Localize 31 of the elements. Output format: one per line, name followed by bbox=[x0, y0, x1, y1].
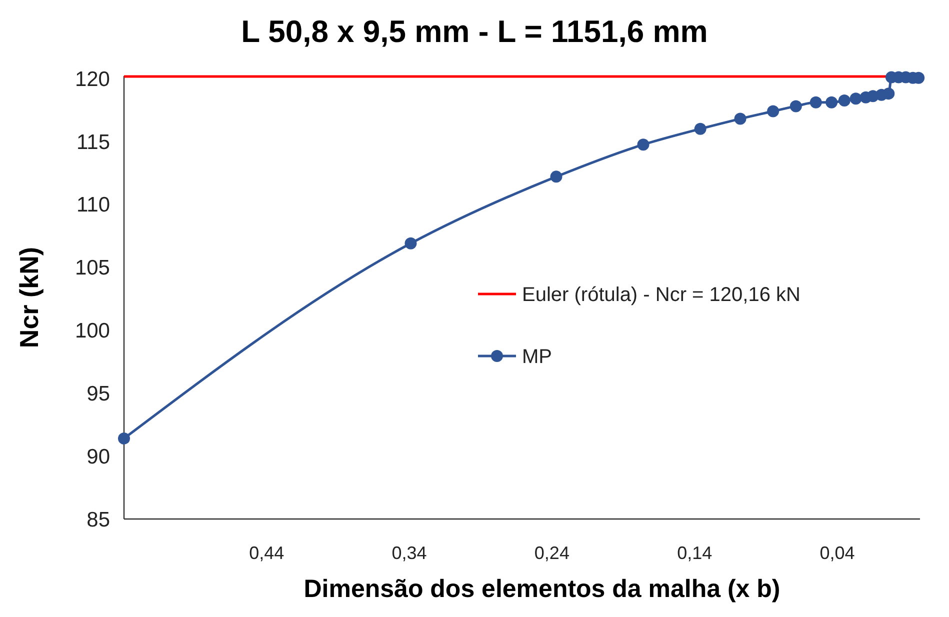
chart-title: L 50,8 x 9,5 mm - L = 1151,6 mm bbox=[241, 14, 708, 49]
legend-label: Euler (rótula) - Ncr = 120,16 kN bbox=[522, 284, 800, 306]
legend-label: MP bbox=[522, 346, 552, 368]
point bbox=[404, 237, 417, 250]
y-axis-title: Ncr (kN) bbox=[14, 246, 44, 348]
point bbox=[850, 92, 862, 105]
point bbox=[550, 170, 562, 183]
point bbox=[826, 96, 838, 108]
y-tick-label: 120 bbox=[74, 68, 110, 91]
point bbox=[790, 100, 802, 112]
x-tick-label: 0,24 bbox=[534, 543, 570, 563]
y-tick-label: 115 bbox=[76, 130, 110, 154]
y-tick-label: 105 bbox=[74, 256, 110, 280]
x-tick-label: 0,04 bbox=[820, 543, 855, 563]
point bbox=[694, 122, 706, 135]
point bbox=[637, 138, 650, 151]
y-tick-label: 90 bbox=[86, 445, 110, 468]
y-tick-label: 85 bbox=[86, 508, 110, 532]
y-tick-label: 100 bbox=[74, 320, 110, 343]
point bbox=[838, 94, 850, 107]
x-axis-title: Dimensão dos elementos da malha (x b) bbox=[304, 575, 780, 603]
point bbox=[767, 105, 780, 118]
point bbox=[118, 432, 130, 444]
y-tick-label: 95 bbox=[86, 382, 110, 406]
point bbox=[882, 88, 895, 100]
x-tick-label: 0,14 bbox=[677, 543, 712, 563]
y-tick-label: 110 bbox=[76, 194, 110, 217]
point bbox=[734, 112, 746, 125]
point bbox=[810, 96, 822, 108]
x-tick-label: 0,44 bbox=[249, 543, 284, 563]
x-tick-label: 0,34 bbox=[392, 543, 427, 563]
